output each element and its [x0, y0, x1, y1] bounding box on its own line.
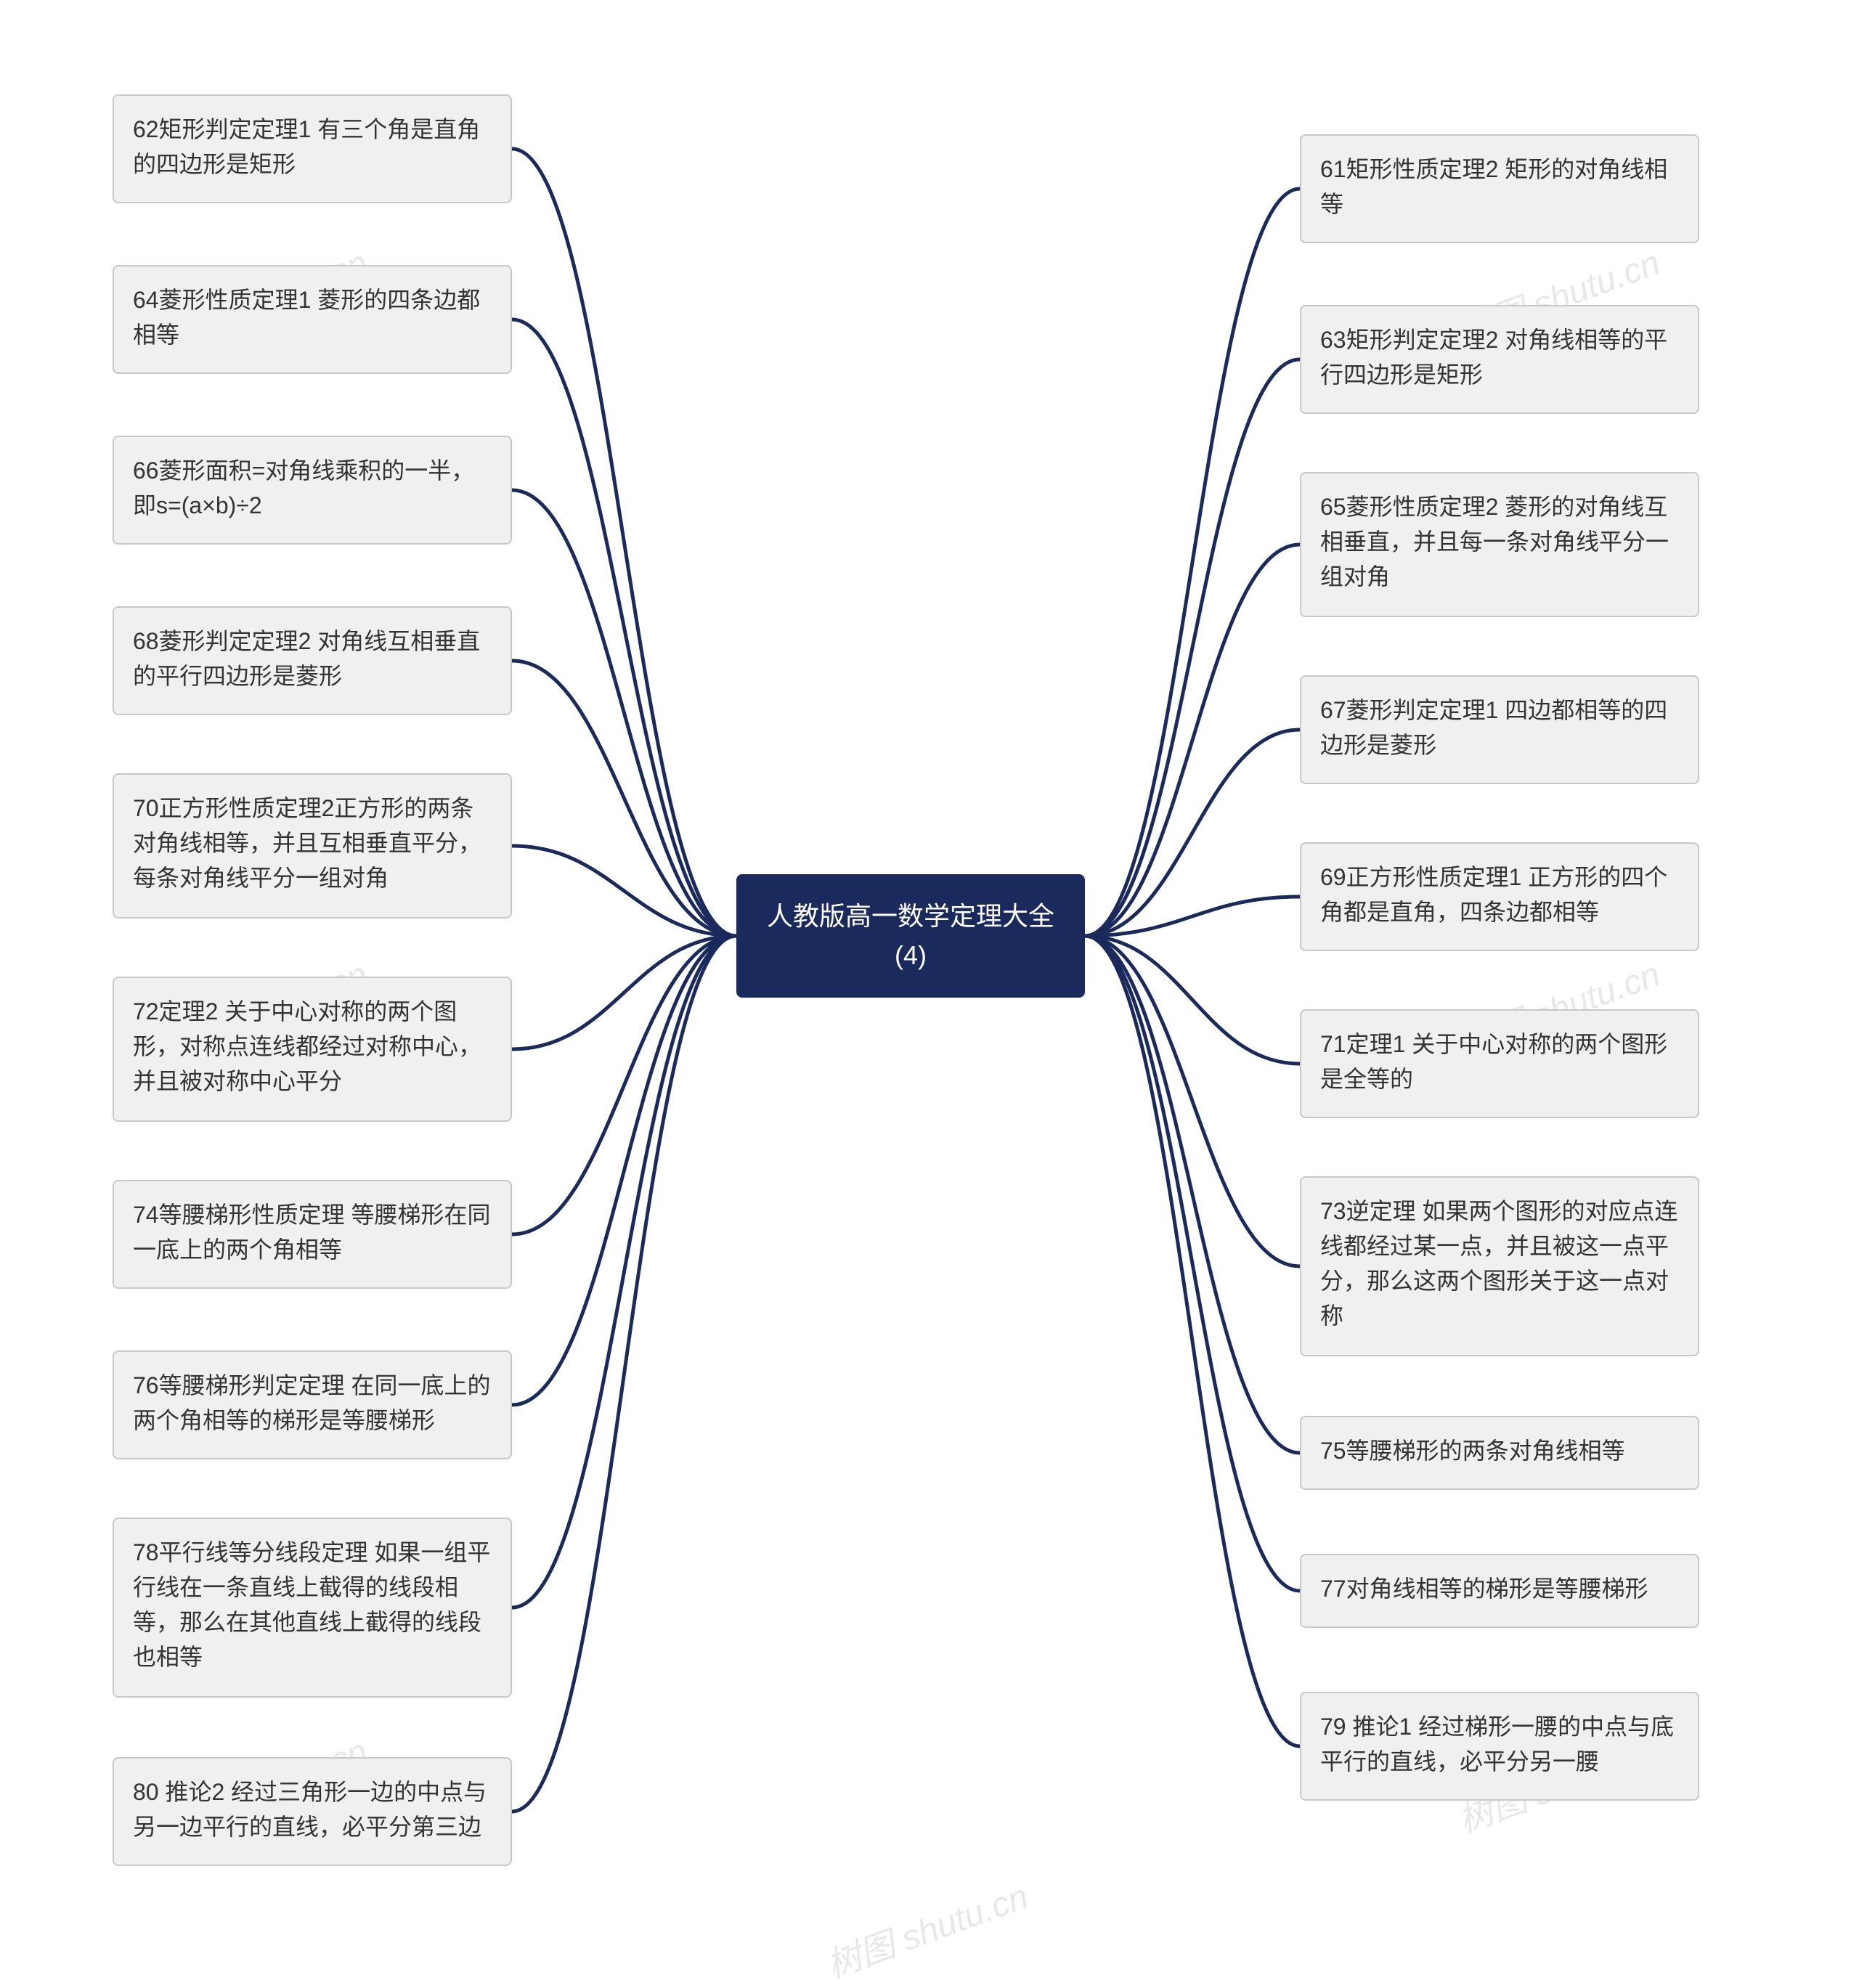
connector-n62 — [512, 149, 736, 936]
leaf-node-n80: 80 推论2 经过三角形一边的中点与另一边平行的直线，必平分第三边 — [113, 1757, 512, 1866]
connector-n80 — [512, 936, 736, 1812]
connector-n74 — [512, 936, 736, 1234]
connector-n78 — [512, 936, 736, 1608]
leaf-label: 65菱形性质定理2 菱形的对角线互相垂直，并且每一条对角线平分一组对角 — [1320, 494, 1669, 590]
leaf-node-n64: 64菱形性质定理1 菱形的四条边都相等 — [113, 265, 512, 374]
connector-n76 — [512, 936, 736, 1405]
connector-n79 — [1085, 936, 1300, 1746]
leaf-node-n68: 68菱形判定定理2 对角线互相垂直的平行四边形是菱形 — [113, 606, 512, 715]
center-node-label: 人教版高一数学定理大全(4) — [762, 897, 1059, 975]
leaf-label: 61矩形性质定理2 矩形的对角线相等 — [1320, 156, 1667, 217]
leaf-node-n61: 61矩形性质定理2 矩形的对角线相等 — [1300, 134, 1699, 243]
connector-n63 — [1085, 359, 1300, 936]
leaf-label: 64菱形性质定理1 菱形的四条边都相等 — [133, 287, 480, 348]
leaf-label: 75等腰梯形的两条对角线相等 — [1320, 1438, 1625, 1464]
leaf-node-n79: 79 推论1 经过梯形一腰的中点与底平行的直线，必平分另一腰 — [1300, 1692, 1699, 1801]
leaf-label: 69正方形性质定理1 正方形的四个角都是直角，四条边都相等 — [1320, 864, 1667, 925]
leaf-label: 71定理1 关于中心对称的两个图形是全等的 — [1320, 1031, 1667, 1092]
leaf-node-n78: 78平行线等分线段定理 如果一组平行线在一条直线上截得的线段相等，那么在其他直线… — [113, 1518, 512, 1698]
connector-n73 — [1085, 936, 1300, 1266]
leaf-label: 74等腰梯形性质定理 等腰梯形在同一底上的两个角相等 — [133, 1202, 491, 1263]
leaf-label: 77对角线相等的梯形是等腰梯形 — [1320, 1576, 1648, 1602]
center-node: 人教版高一数学定理大全(4) — [736, 874, 1085, 998]
connector-n64 — [512, 319, 736, 936]
connector-n75 — [1085, 936, 1300, 1453]
leaf-node-n75: 75等腰梯形的两条对角线相等 — [1300, 1416, 1699, 1490]
connector-n70 — [512, 846, 736, 936]
connector-n67 — [1085, 730, 1300, 936]
leaf-label: 62矩形判定定理1 有三个角是直角的四边形是矩形 — [133, 116, 480, 177]
leaf-node-n69: 69正方形性质定理1 正方形的四个角都是直角，四条边都相等 — [1300, 842, 1699, 951]
connector-n68 — [512, 661, 736, 936]
mindmap-canvas: 树图 shutu.cn树图 shutu.cn树图 shutu.cn树图 shut… — [0, 0, 1859, 1987]
leaf-node-n62: 62矩形判定定理1 有三个角是直角的四边形是矩形 — [113, 94, 512, 203]
leaf-label: 80 推论2 经过三角形一边的中点与另一边平行的直线，必平分第三边 — [133, 1779, 487, 1840]
leaf-label: 76等腰梯形判定定理 在同一底上的两个角相等的梯形是等腰梯形 — [133, 1372, 491, 1433]
leaf-label: 79 推论1 经过梯形一腰的中点与底平行的直线，必平分另一腰 — [1320, 1714, 1674, 1775]
leaf-label: 70正方形性质定理2正方形的两条对角线相等，并且互相垂直平分，每条对角线平分一组… — [133, 795, 481, 891]
leaf-node-n76: 76等腰梯形判定定理 在同一底上的两个角相等的梯形是等腰梯形 — [113, 1351, 512, 1459]
connector-n65 — [1085, 545, 1300, 936]
leaf-node-n74: 74等腰梯形性质定理 等腰梯形在同一底上的两个角相等 — [113, 1180, 512, 1289]
leaf-label: 73逆定理 如果两个图形的对应点连线都经过某一点，并且被这一点平分，那么这两个图… — [1320, 1198, 1678, 1329]
leaf-node-n67: 67菱形判定定理1 四边都相等的四边形是菱形 — [1300, 675, 1699, 784]
leaf-node-n73: 73逆定理 如果两个图形的对应点连线都经过某一点，并且被这一点平分，那么这两个图… — [1300, 1176, 1699, 1356]
connector-n72 — [512, 936, 736, 1049]
leaf-node-n66: 66菱形面积=对角线乘积的一半，即s=(a×b)÷2 — [113, 436, 512, 545]
leaf-node-n72: 72定理2 关于中心对称的两个图形，对称点连线都经过对称中心，并且被对称中心平分 — [113, 977, 512, 1122]
leaf-node-n65: 65菱形性质定理2 菱形的对角线互相垂直，并且每一条对角线平分一组对角 — [1300, 472, 1699, 617]
leaf-label: 63矩形判定定理2 对角线相等的平行四边形是矩形 — [1320, 327, 1667, 388]
leaf-node-n70: 70正方形性质定理2正方形的两条对角线相等，并且互相垂直平分，每条对角线平分一组… — [113, 773, 512, 918]
leaf-label: 66菱形面积=对角线乘积的一半，即s=(a×b)÷2 — [133, 457, 474, 518]
connector-n61 — [1085, 189, 1300, 936]
leaf-node-n71: 71定理1 关于中心对称的两个图形是全等的 — [1300, 1009, 1699, 1118]
connector-n66 — [512, 490, 736, 936]
leaf-label: 72定理2 关于中心对称的两个图形，对称点连线都经过对称中心，并且被对称中心平分 — [133, 998, 481, 1094]
leaf-node-n63: 63矩形判定定理2 对角线相等的平行四边形是矩形 — [1300, 305, 1699, 414]
connector-n71 — [1085, 936, 1300, 1064]
watermark-5: 树图 shutu.cn — [818, 1867, 1034, 1987]
connector-n77 — [1085, 936, 1300, 1591]
leaf-label: 68菱形判定定理2 对角线互相垂直的平行四边形是菱形 — [133, 628, 480, 689]
leaf-node-n77: 77对角线相等的梯形是等腰梯形 — [1300, 1554, 1699, 1628]
connector-n69 — [1085, 897, 1300, 936]
leaf-label: 78平行线等分线段定理 如果一组平行线在一条直线上截得的线段相等，那么在其他直线… — [133, 1539, 491, 1670]
leaf-label: 67菱形判定定理1 四边都相等的四边形是菱形 — [1320, 697, 1667, 758]
